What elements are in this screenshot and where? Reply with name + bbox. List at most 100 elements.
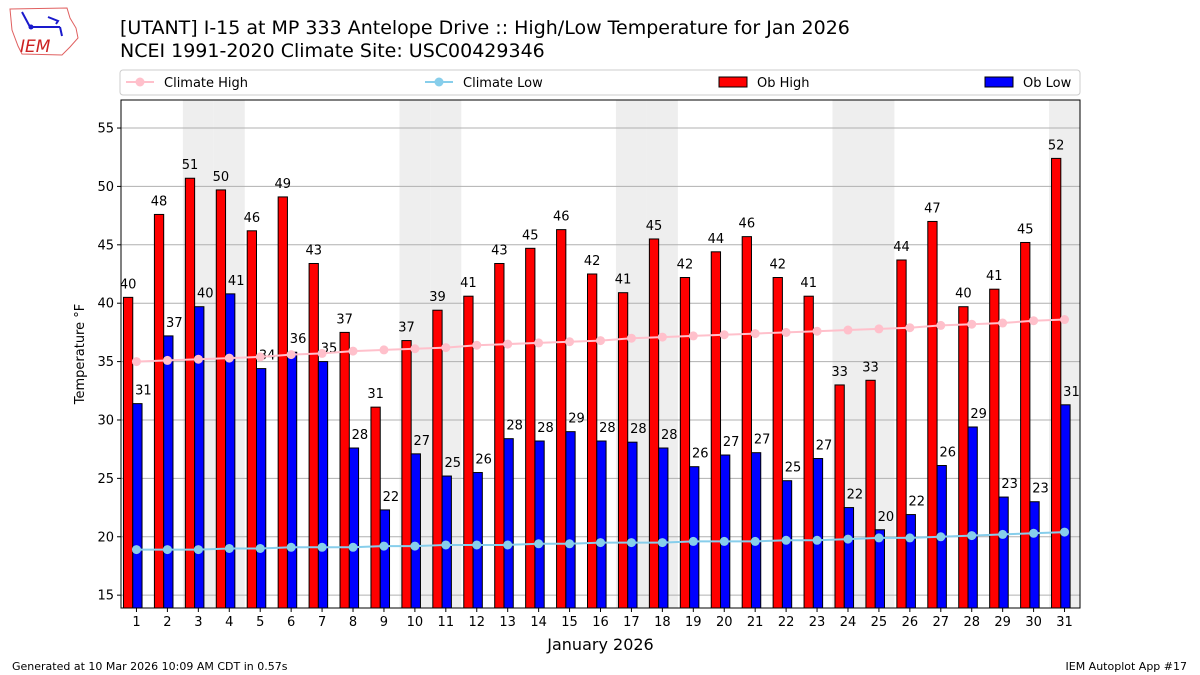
climate-low-point: [967, 531, 977, 541]
y-tick-label: 20: [97, 530, 114, 545]
ob-high-bar: [741, 236, 752, 609]
ob-high-bar: [401, 340, 412, 609]
legend-marker: [434, 77, 444, 87]
ob-low-label: 25: [444, 456, 461, 471]
ob-low-label: 28: [352, 428, 369, 443]
ob-high-label: 46: [739, 217, 756, 232]
x-tick-label: 31: [1056, 615, 1073, 630]
x-tick-label: 19: [685, 615, 702, 630]
x-tick-label: 4: [225, 615, 233, 630]
y-tick-label: 40: [97, 297, 114, 312]
climate-low-point: [657, 538, 667, 548]
climate-high-point: [255, 352, 265, 362]
climate-low-point: [379, 541, 389, 551]
climate-low-point: [441, 540, 451, 550]
climate-low-point: [317, 542, 327, 552]
ob-high-label: 41: [460, 276, 477, 291]
climate-low-point: [534, 539, 544, 549]
climate-low-point: [255, 543, 265, 553]
ob-high-label: 46: [553, 210, 570, 225]
ob-low-label: 22: [909, 495, 926, 510]
climate-high-point: [565, 337, 575, 347]
climate-low-point: [812, 535, 822, 545]
chart-subtitle: NCEI 1991-2020 Climate Site: USC00429346: [120, 40, 545, 62]
climate-low-point: [626, 538, 636, 548]
ob-high-label: 48: [151, 194, 168, 209]
svg-text:IEM: IEM: [20, 37, 51, 57]
ob-low-bar: [379, 509, 391, 609]
x-tick-label: 23: [809, 615, 826, 630]
ob-high-label: 45: [522, 228, 539, 243]
legend-box: [119, 69, 1081, 96]
ob-low-bar: [843, 507, 855, 609]
ob-high-label: 37: [398, 321, 415, 336]
ob-high-bar: [432, 309, 443, 609]
legend-label: Ob Low: [1023, 76, 1072, 91]
ob-low-label: 31: [135, 384, 152, 399]
ob-high-label: 41: [615, 273, 632, 288]
climate-low-point: [286, 542, 296, 552]
ob-low-bar: [472, 472, 483, 609]
ob-low-label: 28: [661, 428, 678, 443]
ob-high-label: 39: [429, 290, 446, 305]
ob-low-bar: [812, 458, 824, 609]
legend-swatch: [984, 76, 1014, 88]
x-tick-label: 12: [468, 615, 485, 630]
ob-high-bar: [122, 296, 134, 609]
climate-low-point: [224, 543, 234, 553]
ob-low-label: 25: [785, 461, 802, 476]
climate-low-point: [781, 535, 791, 545]
ob-low-bar: [194, 306, 205, 609]
y-tick-label: 30: [97, 413, 114, 428]
climate-low-point: [162, 545, 172, 555]
ob-high-label: 51: [182, 158, 199, 173]
ob-high-bar: [989, 288, 1000, 609]
ob-high-label: 42: [677, 258, 694, 273]
iem-logo: IEM: [9, 7, 79, 57]
ob-high-bar: [246, 230, 257, 609]
ob-low-bar: [286, 351, 298, 609]
ob-low-label: 31: [1063, 385, 1080, 400]
ob-high-label: 44: [893, 240, 910, 255]
ob-low-label: 27: [723, 435, 740, 450]
climate-high-point: [936, 320, 946, 330]
x-tick-label: 2: [163, 615, 171, 630]
climate-high-point: [812, 326, 822, 336]
app-footer: IEM Autoplot App #17: [1065, 660, 1188, 673]
ob-low-bar: [658, 447, 669, 609]
climate-low-point: [843, 534, 853, 544]
ob-high-bar: [308, 262, 319, 609]
climate-high-point: [224, 353, 234, 363]
x-tick-label: 16: [592, 615, 609, 630]
ob-high-label: 33: [862, 360, 879, 375]
ob-high-bar: [772, 277, 783, 609]
x-tick-label: 7: [318, 615, 326, 630]
climate-high-point: [503, 339, 513, 349]
ob-low-label: 36: [290, 332, 307, 347]
ob-high-label: 37: [336, 312, 353, 327]
x-tick-label: 25: [871, 615, 888, 630]
ob-low-bar: [163, 335, 174, 609]
ob-high-bar: [679, 277, 691, 609]
ob-high-label: 40: [955, 287, 972, 302]
x-tick-label: 17: [623, 615, 640, 630]
ob-low-bar: [627, 441, 638, 609]
climate-high-point: [905, 323, 915, 333]
climate-high-point: [874, 324, 884, 334]
ob-high-bar: [339, 331, 350, 609]
ob-high-label: 40: [120, 277, 137, 292]
x-tick-label: 26: [902, 615, 919, 630]
ob-high-bar: [556, 229, 567, 609]
climate-low-point: [410, 541, 420, 551]
climate-high-point: [472, 340, 482, 350]
climate-low-point: [719, 536, 729, 546]
x-tick-label: 24: [840, 615, 857, 630]
climate-high-point: [441, 343, 451, 353]
ob-low-label: 28: [537, 421, 554, 436]
y-tick-label: 45: [97, 238, 114, 253]
ob-high-bar: [834, 384, 845, 609]
ob-high-bar: [215, 189, 227, 609]
climate-high-point: [162, 355, 172, 365]
climate-low-point: [503, 540, 513, 550]
y-tick-label: 55: [97, 122, 114, 137]
